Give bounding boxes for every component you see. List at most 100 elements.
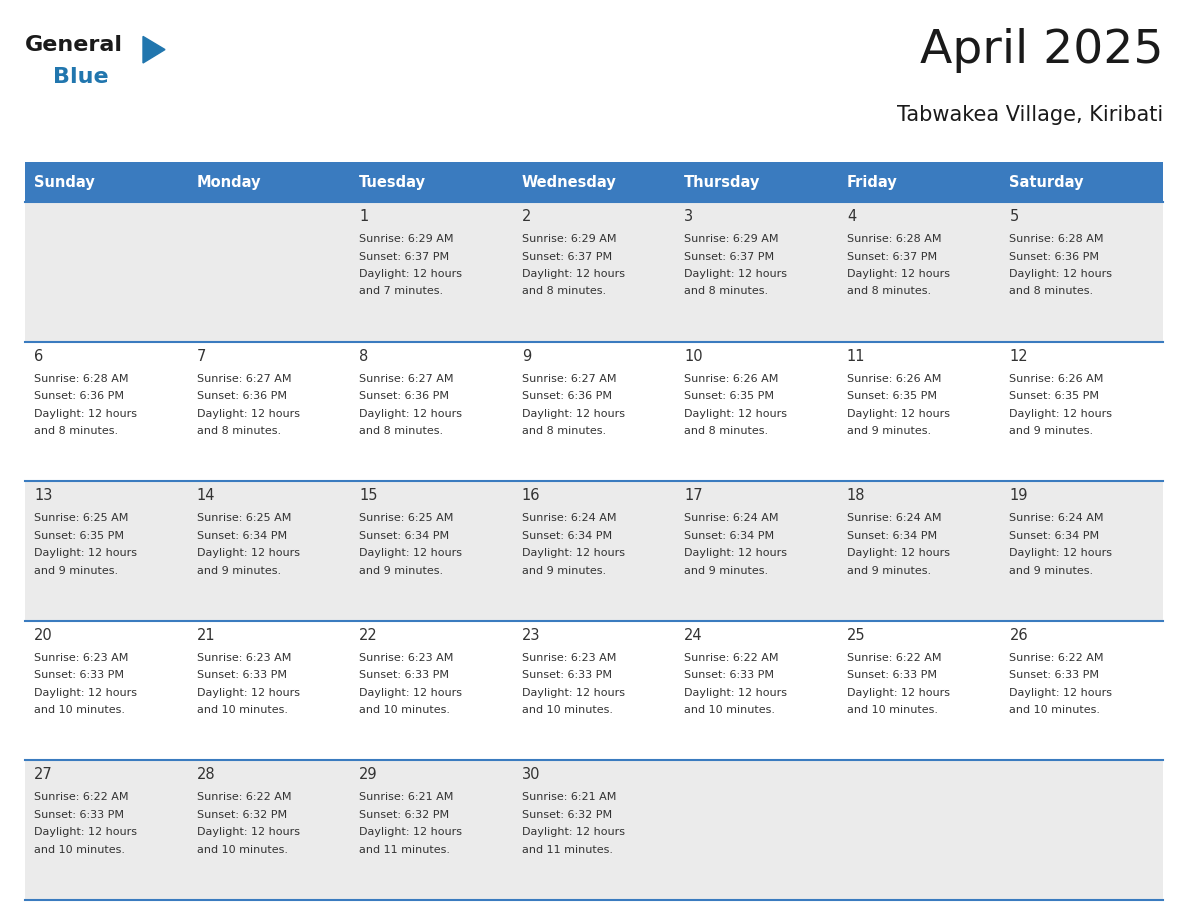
Text: Sunrise: 6:28 AM: Sunrise: 6:28 AM	[1010, 234, 1104, 244]
Text: Daylight: 12 hours: Daylight: 12 hours	[1010, 409, 1112, 419]
Text: Sunrise: 6:28 AM: Sunrise: 6:28 AM	[847, 234, 941, 244]
Text: Daylight: 12 hours: Daylight: 12 hours	[359, 827, 462, 837]
Text: Daylight: 12 hours: Daylight: 12 hours	[1010, 688, 1112, 698]
Text: Sunset: 6:33 PM: Sunset: 6:33 PM	[684, 670, 775, 680]
Text: and 8 minutes.: and 8 minutes.	[1010, 286, 1093, 297]
Text: 27: 27	[34, 767, 52, 782]
Text: 25: 25	[847, 628, 866, 643]
Text: Sunrise: 6:21 AM: Sunrise: 6:21 AM	[522, 792, 617, 802]
Bar	[25, 202, 1163, 341]
Text: 9: 9	[522, 349, 531, 364]
Text: and 9 minutes.: and 9 minutes.	[522, 565, 606, 576]
Text: Sunset: 6:37 PM: Sunset: 6:37 PM	[522, 252, 612, 262]
Text: Sunrise: 6:22 AM: Sunrise: 6:22 AM	[1010, 653, 1104, 663]
Text: Sunrise: 6:25 AM: Sunrise: 6:25 AM	[34, 513, 128, 523]
Text: Sunset: 6:34 PM: Sunset: 6:34 PM	[847, 531, 937, 541]
Text: Sunrise: 6:29 AM: Sunrise: 6:29 AM	[684, 234, 779, 244]
Text: Sunrise: 6:24 AM: Sunrise: 6:24 AM	[1010, 513, 1104, 523]
Text: Daylight: 12 hours: Daylight: 12 hours	[847, 269, 950, 279]
Text: Sunset: 6:35 PM: Sunset: 6:35 PM	[34, 531, 124, 541]
Text: and 9 minutes.: and 9 minutes.	[684, 565, 769, 576]
Bar	[350, 162, 513, 202]
Text: Daylight: 12 hours: Daylight: 12 hours	[196, 548, 299, 558]
Text: Friday: Friday	[847, 174, 898, 189]
Text: and 10 minutes.: and 10 minutes.	[847, 705, 937, 715]
Text: Sunset: 6:36 PM: Sunset: 6:36 PM	[196, 391, 286, 401]
Text: Tuesday: Tuesday	[359, 174, 426, 189]
Text: Daylight: 12 hours: Daylight: 12 hours	[359, 269, 462, 279]
Text: Sunrise: 6:22 AM: Sunrise: 6:22 AM	[34, 792, 128, 802]
Text: and 9 minutes.: and 9 minutes.	[1010, 565, 1093, 576]
Text: and 8 minutes.: and 8 minutes.	[522, 286, 606, 297]
Text: Sunset: 6:35 PM: Sunset: 6:35 PM	[684, 391, 775, 401]
Text: 23: 23	[522, 628, 541, 643]
Text: 1: 1	[359, 209, 368, 224]
Text: 14: 14	[196, 488, 215, 503]
Text: Monday: Monday	[196, 174, 261, 189]
Text: Daylight: 12 hours: Daylight: 12 hours	[847, 548, 950, 558]
Text: Sunrise: 6:22 AM: Sunrise: 6:22 AM	[684, 653, 779, 663]
Text: Sunrise: 6:25 AM: Sunrise: 6:25 AM	[359, 513, 454, 523]
Text: April 2025: April 2025	[920, 28, 1163, 73]
Text: Tabwakea Village, Kiribati: Tabwakea Village, Kiribati	[897, 105, 1163, 125]
Text: 5: 5	[1010, 209, 1018, 224]
Text: Daylight: 12 hours: Daylight: 12 hours	[522, 269, 625, 279]
Text: Sunset: 6:32 PM: Sunset: 6:32 PM	[359, 810, 449, 820]
Text: Sunset: 6:34 PM: Sunset: 6:34 PM	[684, 531, 775, 541]
Text: Sunrise: 6:24 AM: Sunrise: 6:24 AM	[522, 513, 617, 523]
Bar	[838, 162, 1000, 202]
Text: 11: 11	[847, 349, 865, 364]
Text: Saturday: Saturday	[1010, 174, 1083, 189]
Text: Daylight: 12 hours: Daylight: 12 hours	[684, 548, 788, 558]
Text: Sunrise: 6:23 AM: Sunrise: 6:23 AM	[34, 653, 128, 663]
Text: and 8 minutes.: and 8 minutes.	[684, 426, 769, 436]
Text: Daylight: 12 hours: Daylight: 12 hours	[196, 688, 299, 698]
Text: General: General	[25, 35, 124, 55]
Text: Sunset: 6:32 PM: Sunset: 6:32 PM	[522, 810, 612, 820]
Text: Sunrise: 6:26 AM: Sunrise: 6:26 AM	[1010, 374, 1104, 384]
Text: Sunset: 6:33 PM: Sunset: 6:33 PM	[522, 670, 612, 680]
Text: Daylight: 12 hours: Daylight: 12 hours	[684, 409, 788, 419]
Bar	[25, 162, 188, 202]
Text: and 10 minutes.: and 10 minutes.	[34, 705, 125, 715]
Text: Sunset: 6:36 PM: Sunset: 6:36 PM	[522, 391, 612, 401]
Text: Sunset: 6:37 PM: Sunset: 6:37 PM	[359, 252, 449, 262]
Text: 20: 20	[34, 628, 52, 643]
Text: 4: 4	[847, 209, 857, 224]
Text: Daylight: 12 hours: Daylight: 12 hours	[359, 548, 462, 558]
Text: and 10 minutes.: and 10 minutes.	[522, 705, 613, 715]
Text: and 10 minutes.: and 10 minutes.	[34, 845, 125, 855]
Text: Sunset: 6:36 PM: Sunset: 6:36 PM	[34, 391, 124, 401]
Text: and 9 minutes.: and 9 minutes.	[847, 565, 931, 576]
Text: and 8 minutes.: and 8 minutes.	[196, 426, 280, 436]
Text: Sunrise: 6:27 AM: Sunrise: 6:27 AM	[522, 374, 617, 384]
Text: 19: 19	[1010, 488, 1028, 503]
Text: Wednesday: Wednesday	[522, 174, 617, 189]
Text: 13: 13	[34, 488, 52, 503]
Text: and 8 minutes.: and 8 minutes.	[684, 286, 769, 297]
Text: Daylight: 12 hours: Daylight: 12 hours	[522, 827, 625, 837]
Text: Daylight: 12 hours: Daylight: 12 hours	[684, 688, 788, 698]
Text: 15: 15	[359, 488, 378, 503]
Text: 6: 6	[34, 349, 43, 364]
Text: 30: 30	[522, 767, 541, 782]
Text: Sunrise: 6:23 AM: Sunrise: 6:23 AM	[359, 653, 454, 663]
Text: Sunset: 6:34 PM: Sunset: 6:34 PM	[359, 531, 449, 541]
Text: Sunrise: 6:27 AM: Sunrise: 6:27 AM	[359, 374, 454, 384]
Bar	[1000, 162, 1163, 202]
Text: and 9 minutes.: and 9 minutes.	[196, 565, 280, 576]
Text: Sunset: 6:32 PM: Sunset: 6:32 PM	[196, 810, 286, 820]
Text: Sunrise: 6:22 AM: Sunrise: 6:22 AM	[847, 653, 941, 663]
Text: and 7 minutes.: and 7 minutes.	[359, 286, 443, 297]
Text: Daylight: 12 hours: Daylight: 12 hours	[847, 409, 950, 419]
Text: Sunset: 6:37 PM: Sunset: 6:37 PM	[847, 252, 937, 262]
Text: Sunrise: 6:24 AM: Sunrise: 6:24 AM	[847, 513, 941, 523]
Text: Sunset: 6:35 PM: Sunset: 6:35 PM	[1010, 391, 1099, 401]
Text: Sunset: 6:33 PM: Sunset: 6:33 PM	[1010, 670, 1099, 680]
Polygon shape	[143, 37, 165, 63]
Text: Sunset: 6:35 PM: Sunset: 6:35 PM	[847, 391, 937, 401]
Text: and 8 minutes.: and 8 minutes.	[359, 426, 443, 436]
Text: Sunrise: 6:29 AM: Sunrise: 6:29 AM	[359, 234, 454, 244]
Text: Sunset: 6:34 PM: Sunset: 6:34 PM	[1010, 531, 1100, 541]
Text: 12: 12	[1010, 349, 1028, 364]
